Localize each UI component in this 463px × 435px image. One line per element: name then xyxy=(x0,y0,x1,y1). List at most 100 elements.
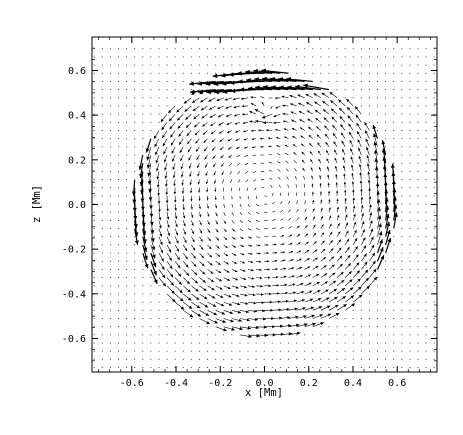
velocity-arrow-head xyxy=(151,246,156,251)
velocity-arrow-head xyxy=(204,304,209,308)
grid-dot xyxy=(182,317,184,319)
grid-dot xyxy=(425,195,427,197)
velocity-arrow-head xyxy=(217,254,221,257)
grid-dot xyxy=(158,97,160,99)
velocity-arrow-head xyxy=(360,196,364,200)
velocity-arrow-head xyxy=(179,289,183,294)
grid-dot xyxy=(385,105,387,107)
velocity-arrow-head xyxy=(210,123,214,126)
grid-dot xyxy=(425,72,427,74)
velocity-arrow-head xyxy=(378,231,383,236)
grid-dot xyxy=(93,358,95,360)
grid-dot xyxy=(134,56,136,58)
velocity-arrow-head xyxy=(343,181,347,185)
grid-dot xyxy=(101,72,103,74)
grid-dot xyxy=(336,367,338,369)
grid-dot xyxy=(190,72,192,74)
grid-dot xyxy=(368,121,370,123)
grid-dot xyxy=(101,219,103,221)
velocity-arrow xyxy=(293,160,297,164)
y-axis-ticks: -0.6-0.4-0.20.00.20.40.6 xyxy=(62,66,437,345)
velocity-arrow-head xyxy=(241,236,244,239)
velocity-arrow-head xyxy=(273,121,276,125)
velocity-arrow-head xyxy=(153,279,158,284)
velocity-arrow-head xyxy=(342,296,346,300)
velocity-arrow-head xyxy=(365,138,369,142)
velocity-arrow-head xyxy=(158,209,161,213)
velocity-arrow-head xyxy=(171,142,174,146)
grid-dot xyxy=(271,358,273,360)
velocity-arrow-head xyxy=(351,172,354,176)
grid-dot xyxy=(425,309,427,311)
velocity-arrow-head xyxy=(337,231,341,235)
grid-dot xyxy=(271,56,273,58)
velocity-arrow-head xyxy=(165,192,169,196)
grid-dot xyxy=(190,367,192,369)
grid-dot xyxy=(101,203,103,205)
velocity-arrow-head xyxy=(325,142,328,145)
velocity-arrow-head xyxy=(291,259,294,262)
grid-dot xyxy=(93,72,95,74)
velocity-arrow-head xyxy=(347,115,351,119)
grid-dot xyxy=(166,48,168,50)
grid-dot xyxy=(433,367,435,369)
grid-dot xyxy=(142,121,144,123)
velocity-arrow-head xyxy=(340,271,344,275)
velocity-arrow-head xyxy=(212,148,215,151)
velocity-arrow-head xyxy=(338,239,341,243)
velocity-arrow-head xyxy=(141,214,146,219)
grid-dot xyxy=(117,211,119,213)
velocity-arrow-head xyxy=(208,246,212,250)
grid-dot xyxy=(279,48,281,50)
velocity-arrow-head xyxy=(196,149,199,152)
grid-dot xyxy=(93,309,95,311)
grid-dot xyxy=(263,48,265,50)
grid-dot xyxy=(109,72,111,74)
grid-dot xyxy=(101,326,103,328)
velocity-arrow-head xyxy=(311,183,314,186)
grid-dot xyxy=(344,72,346,74)
grid-dot xyxy=(417,244,419,246)
velocity-arrow-head xyxy=(378,223,382,228)
grid-dot xyxy=(393,350,395,352)
grid-dot xyxy=(190,80,192,82)
grid-dot xyxy=(417,162,419,164)
velocity-arrow-head xyxy=(361,221,365,225)
grid-dot xyxy=(377,89,379,91)
velocity-arrow-head xyxy=(174,200,177,203)
grid-dot xyxy=(385,97,387,99)
velocity-arrow-head xyxy=(212,303,217,307)
velocity-arrow-head xyxy=(173,191,177,195)
velocity-arrow-head xyxy=(313,93,317,97)
grid-dot xyxy=(385,121,387,123)
velocity-arrow-head xyxy=(369,212,373,216)
grid-dot xyxy=(279,56,281,58)
grid-dot xyxy=(93,326,95,328)
velocity-arrow-head xyxy=(317,142,320,146)
grid-dot xyxy=(207,56,209,58)
grid-dot xyxy=(117,195,119,197)
grid-dot xyxy=(368,113,370,115)
grid-dot xyxy=(425,301,427,303)
grid-dot xyxy=(271,342,273,344)
grid-dot xyxy=(117,97,119,99)
velocity-arrow-head xyxy=(234,114,237,117)
velocity-arrow-head xyxy=(332,272,336,276)
velocity-arrow-head xyxy=(197,165,200,169)
y-tick-label: 0.0 xyxy=(68,200,86,211)
grid-dot xyxy=(247,48,249,50)
velocity-arrow-head xyxy=(159,241,163,246)
velocity-arrow-head xyxy=(227,130,230,133)
grid-dot xyxy=(93,211,95,213)
velocity-arrow-head xyxy=(359,180,363,184)
grid-dot xyxy=(109,326,111,328)
velocity-arrow-head xyxy=(347,255,351,259)
grid-dot xyxy=(134,121,136,123)
velocity-arrow-head xyxy=(214,320,218,324)
velocity-arrow-head xyxy=(213,312,218,316)
velocity-arrow-head xyxy=(252,146,255,149)
velocity-arrow xyxy=(252,171,257,173)
grid-dot xyxy=(158,64,160,66)
velocity-arrow-head xyxy=(338,99,342,103)
velocity-arrow-head xyxy=(156,184,160,188)
